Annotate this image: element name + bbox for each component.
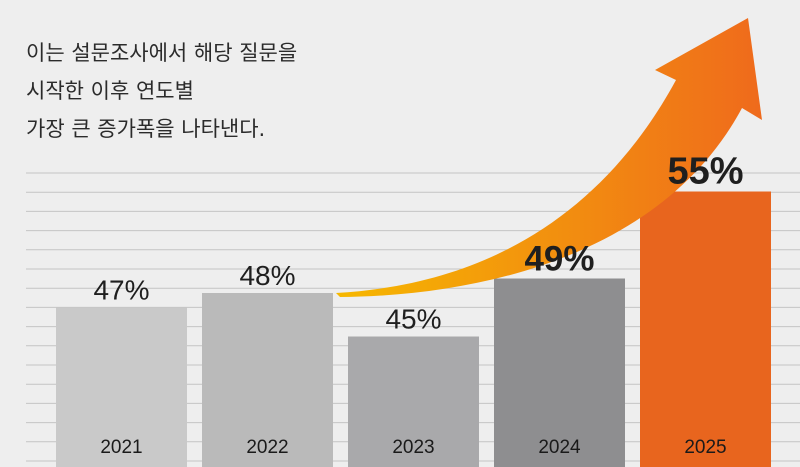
category-label-2022: 2022 [246, 437, 288, 458]
category-label-2024: 2024 [538, 437, 581, 458]
trend-arrow-icon [336, 18, 762, 297]
value-label-2021: 47% [93, 275, 149, 306]
category-label-2025: 2025 [684, 437, 726, 458]
category-label-2023: 2023 [392, 437, 434, 458]
annotation-line-2: 시작한 이후 연도별 [26, 79, 194, 103]
category-label-2021: 2021 [100, 437, 142, 458]
bar-2025 [640, 191, 771, 467]
value-label-2025: 55% [667, 151, 743, 193]
annotation-text: 이는 설문조사에서 해당 질문을 시작한 이후 연도별 가장 큰 증가폭을 나타… [26, 34, 297, 148]
bar-2021 [56, 307, 187, 467]
value-label-2024: 49% [524, 240, 594, 279]
value-label-2023: 45% [385, 304, 441, 335]
labels: 47% 2021 48% 2022 45% 2023 49% 2024 55% 2025 [93, 151, 743, 459]
annotation-line-3: 가장 큰 증가폭을 나타낸다. [26, 117, 266, 141]
bar-2023 [348, 336, 479, 467]
annotation-line-1: 이는 설문조사에서 해당 질문을 [26, 41, 298, 65]
bars [56, 191, 771, 467]
bar-2022 [202, 293, 333, 467]
value-label-2022: 48% [239, 260, 295, 291]
bar-2024 [494, 278, 625, 467]
